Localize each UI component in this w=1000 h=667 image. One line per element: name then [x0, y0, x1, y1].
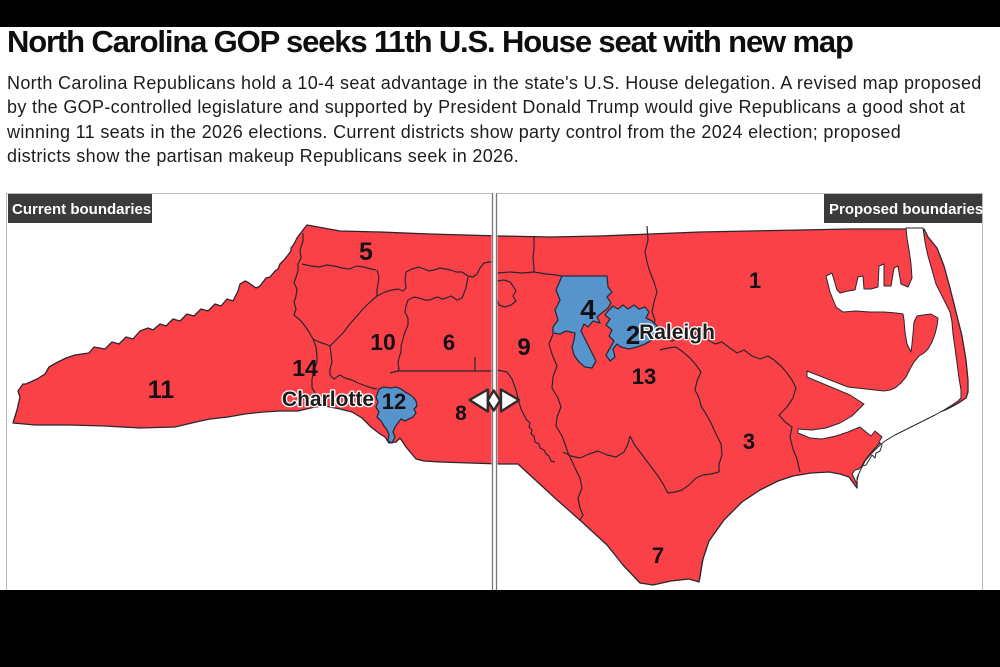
svg-text:13: 13: [632, 364, 656, 389]
svg-text:6: 6: [443, 330, 455, 355]
svg-text:Raleigh: Raleigh: [639, 321, 715, 344]
svg-text:9: 9: [517, 334, 530, 361]
svg-text:7: 7: [652, 543, 664, 568]
svg-text:8: 8: [455, 402, 467, 425]
svg-text:14: 14: [292, 355, 318, 381]
svg-text:11: 11: [148, 376, 175, 404]
svg-text:1: 1: [749, 268, 761, 293]
svg-text:5: 5: [359, 238, 373, 266]
svg-text:2: 2: [626, 320, 640, 350]
svg-text:Charlotte: Charlotte: [282, 388, 374, 411]
svg-text:4: 4: [580, 294, 596, 325]
svg-text:Current boundaries: Current boundaries: [12, 201, 151, 218]
svg-text:Proposed boundaries: Proposed boundaries: [829, 201, 983, 218]
svg-text:3: 3: [743, 429, 755, 454]
svg-text:12: 12: [382, 389, 406, 414]
svg-text:10: 10: [370, 329, 396, 355]
